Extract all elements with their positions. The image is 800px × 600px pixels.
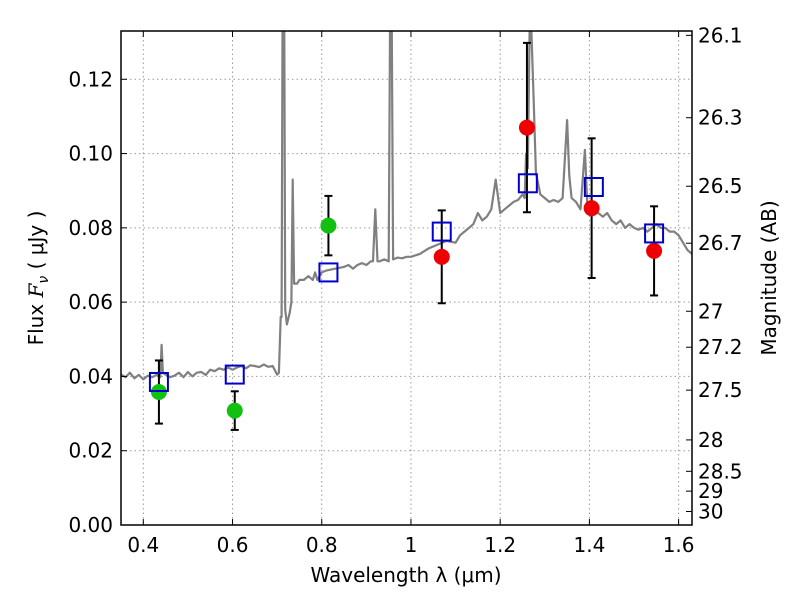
model-flux-square: [644, 223, 665, 244]
tick-layer: 0.4 0.6 0.8 1 1.2 1.4 1.6 0.00 0.02 0.04 0.06 0.08 0…: [68, 23, 742, 557]
grid-layer: [121, 31, 692, 525]
green-data-point: [150, 384, 167, 401]
red-data-point: [583, 200, 600, 217]
model-flux-square: [583, 177, 604, 197]
x-tick-label: 1.6: [663, 533, 695, 557]
red-data-point: [518, 119, 535, 136]
x-tick-label: 0.8: [306, 533, 338, 557]
y-tick-label: 0.00: [68, 513, 113, 537]
magnitude-tick-label: 26.7: [698, 231, 743, 255]
magnitude-tick-label: 26.1: [698, 23, 743, 47]
x-tick-label: 1: [405, 533, 418, 557]
red-data-point: [433, 248, 450, 265]
red-data-point: [646, 242, 663, 259]
y-tick-label: 0.04: [68, 364, 113, 388]
y-tick-label: 0.02: [68, 439, 113, 463]
x-tick-label: 1.4: [573, 533, 605, 557]
y-axis-label-symbol: F: [24, 282, 48, 298]
model-flux-square: [224, 364, 245, 385]
x-tick-label: 0.6: [217, 533, 249, 557]
x-axis-label: Wavelength λ (μm): [310, 563, 501, 587]
x-tick-label: 1.2: [484, 533, 516, 557]
y-axis-label-suffix: ( μJy ): [24, 211, 48, 276]
y-tick-label: 0.10: [68, 142, 113, 166]
magnitude-axis-label: Magnitude (AB): [757, 200, 781, 355]
plot-frame: [120, 30, 693, 526]
y-axis-label: Flux Fν ( μJy ): [24, 211, 52, 346]
model-flux-square: [517, 173, 538, 194]
y-axis-label-subscript: ν: [36, 276, 52, 284]
model-flux-square: [431, 221, 452, 242]
y-tick-label: 0.06: [68, 290, 113, 314]
green-data-point: [226, 402, 243, 419]
y-axis-label-prefix: Flux: [24, 297, 48, 345]
y-tick-label: 0.08: [68, 216, 113, 240]
model-flux-square: [148, 372, 169, 392]
magnitude-tick-label: 26.3: [698, 106, 743, 130]
x-tick-label: 0.4: [127, 533, 159, 557]
magnitude-tick-label: 27: [698, 299, 723, 323]
magnitude-tick-label: 27.5: [698, 378, 743, 402]
magnitude-tick-label: 30: [698, 500, 723, 524]
magnitude-tick-label: 29: [698, 479, 723, 503]
magnitude-tick-label: 28: [698, 428, 723, 452]
y-tick-label: 0.12: [68, 67, 113, 91]
model-flux-square: [318, 262, 339, 283]
marker-layer: [148, 41, 665, 431]
magnitude-tick-label: 26.5: [698, 174, 743, 198]
green-data-point: [320, 217, 337, 234]
magnitude-tick-label: 28.5: [698, 459, 743, 483]
magnitude-tick-label: 27.2: [698, 335, 743, 359]
